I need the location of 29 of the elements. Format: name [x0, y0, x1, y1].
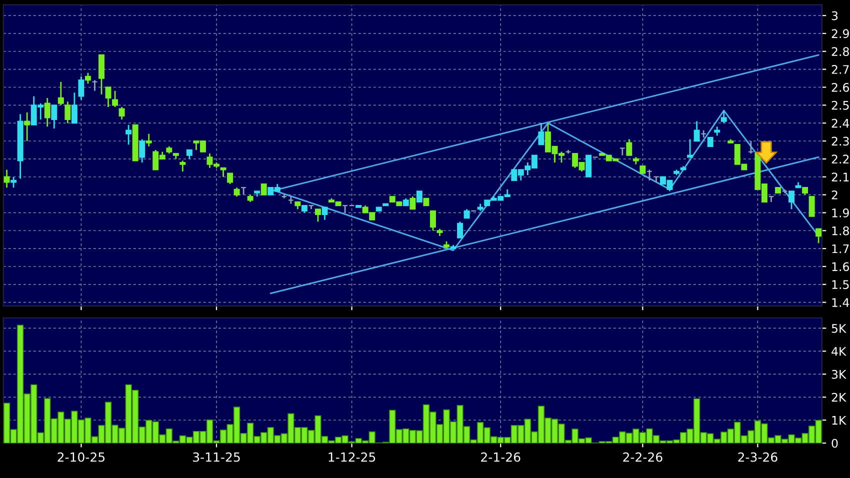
y-tick-label: 2.8 — [832, 47, 849, 56]
y-tick-label: 1.9 — [832, 208, 849, 218]
y-tick-label: 1.4 — [832, 298, 850, 307]
y-tick-label: 5K — [832, 324, 846, 333]
x-tick-label: 3-11-25 — [193, 452, 240, 462]
y-tick-label: 1.7 — [832, 244, 849, 254]
y-tick-label: 1.8 — [832, 226, 849, 236]
x-tick-label: 2-3-26 — [738, 452, 778, 462]
x-tick-label: 2-1-26 — [481, 452, 520, 462]
y-tick-label: 2.6 — [832, 82, 850, 92]
y-tick-label: 2.2 — [832, 154, 849, 164]
x-tick-label: 2-10-25 — [58, 452, 104, 462]
y-tick-label: 2.9 — [832, 29, 849, 38]
y-tick-label: 3 — [832, 11, 838, 20]
y-tick-label: 2.5 — [832, 100, 849, 110]
y-tick-label: 2 — [832, 190, 838, 200]
y-tick-label: 2K — [832, 392, 846, 402]
y-tick-label: 4K — [832, 347, 846, 356]
y-tick-label: 2.3 — [832, 136, 849, 146]
y-tick-label: 1.6 — [832, 262, 850, 272]
y-tick-label: 2.4 — [832, 118, 850, 128]
x-tick-label: 1-12-25 — [328, 452, 376, 462]
y-tick-label: 1K — [832, 416, 846, 425]
y-tick-label: 3K — [832, 370, 846, 379]
y-tick-label: 0 — [832, 438, 838, 448]
y-tick-label: 2.7 — [832, 65, 849, 74]
x-tick-label: 2-2-26 — [623, 452, 662, 462]
y-tick-label: 2.1 — [832, 172, 849, 182]
y-tick-label: 1.5 — [832, 280, 849, 290]
